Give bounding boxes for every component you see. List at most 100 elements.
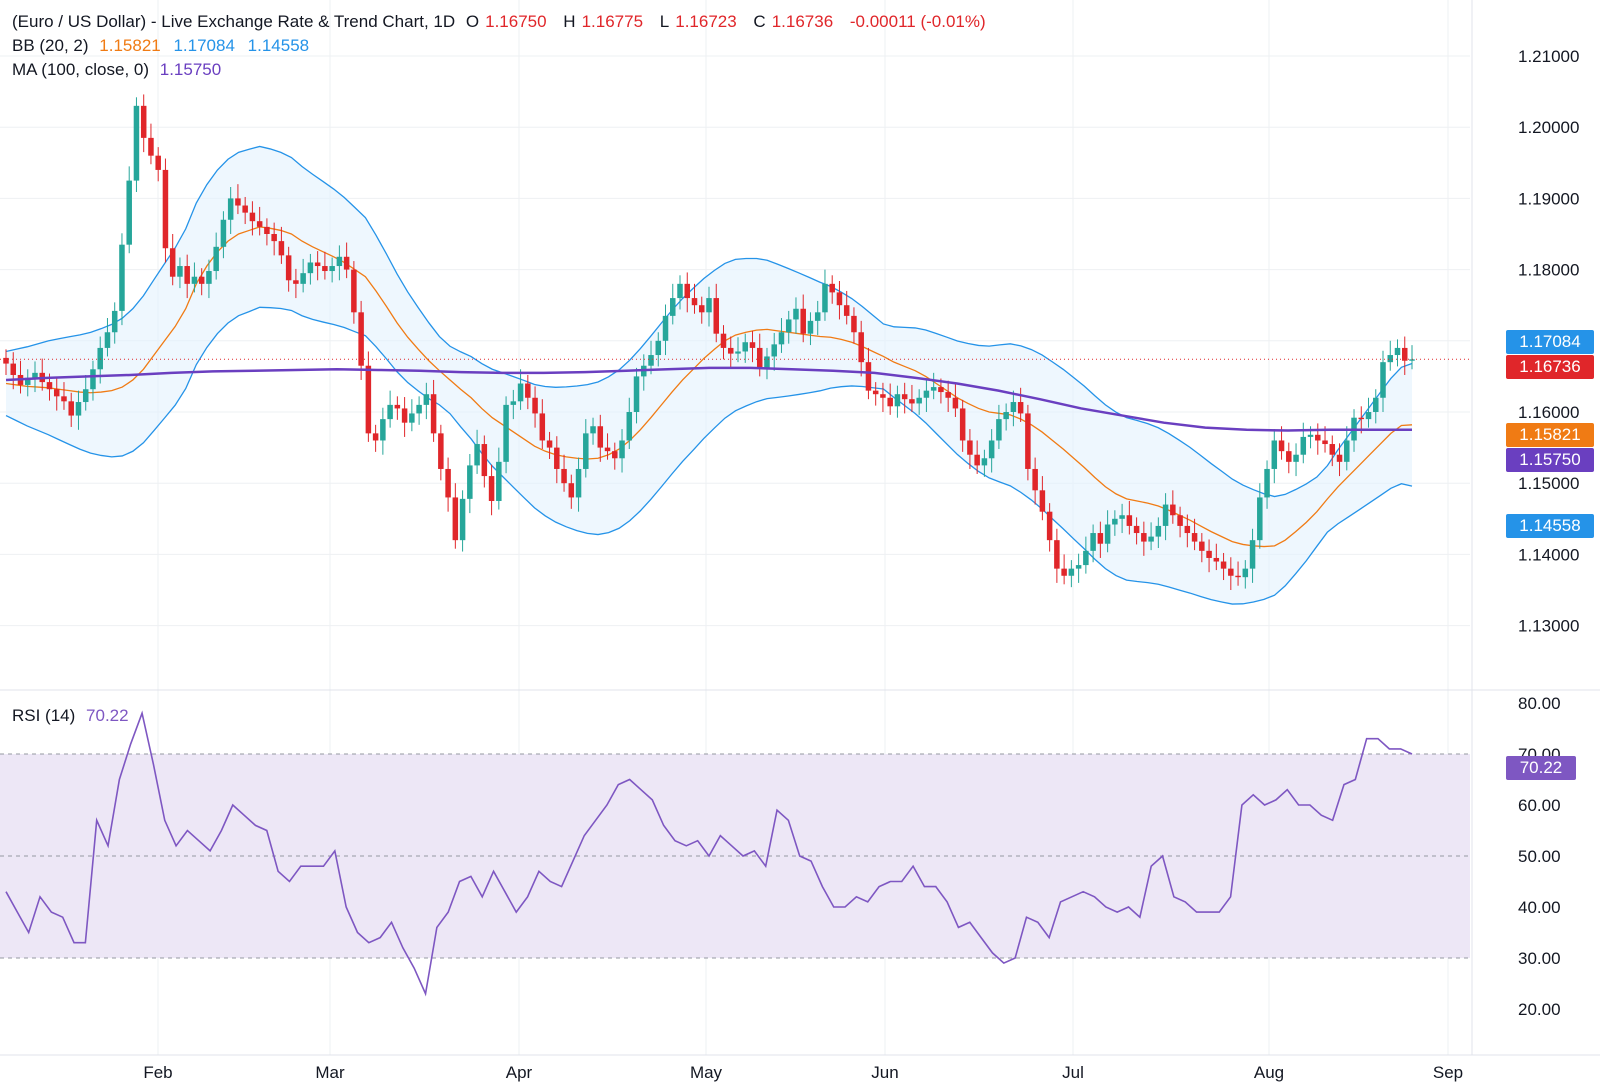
price-tag-bb-basis: 1.15821 bbox=[1506, 423, 1594, 447]
candle-body bbox=[206, 271, 212, 284]
candle-body bbox=[793, 308, 799, 320]
rsi-label: RSI (14) bbox=[12, 706, 76, 725]
time-tick-label: May bbox=[690, 1063, 723, 1082]
candle-body bbox=[314, 262, 321, 267]
candle-body bbox=[82, 389, 89, 403]
bb-upper-line bbox=[5, 145, 1413, 498]
candle-body bbox=[539, 413, 546, 441]
candle-body bbox=[126, 180, 132, 245]
candle-body bbox=[626, 412, 633, 441]
candle-body bbox=[648, 355, 654, 366]
candle-body bbox=[488, 476, 495, 501]
price-tag-ma: 1.15750 bbox=[1506, 448, 1594, 472]
candle-body bbox=[1162, 504, 1169, 526]
candle-body bbox=[554, 447, 560, 469]
candle-body bbox=[1235, 575, 1241, 578]
price-tick-label: 1.16000 bbox=[1518, 403, 1579, 422]
legend-bollinger: BB (20, 2) 1.15821 1.17084 1.14558 bbox=[12, 36, 317, 56]
candle-body bbox=[162, 169, 169, 249]
legend-rsi: RSI (14) 70.22 bbox=[12, 706, 137, 726]
candle-body bbox=[380, 419, 386, 441]
candle-body bbox=[662, 315, 669, 341]
candle-body bbox=[988, 440, 995, 459]
candle-body bbox=[1003, 412, 1009, 420]
time-tick-label: Sep bbox=[1433, 1063, 1463, 1082]
chart-title: (Euro / US Dollar) - Live Exchange Rate … bbox=[12, 12, 456, 31]
bb-label: BB (20, 2) bbox=[12, 36, 89, 55]
price-tag-bb-lower: 1.14558 bbox=[1506, 514, 1594, 538]
candle-body bbox=[945, 392, 951, 398]
bb-basis-value: 1.15821 bbox=[99, 36, 161, 55]
candle-body bbox=[97, 347, 103, 370]
candle-body bbox=[119, 244, 125, 311]
candle-body bbox=[532, 397, 538, 414]
candle-body bbox=[713, 298, 720, 334]
candle-body bbox=[561, 468, 567, 484]
candle-body bbox=[742, 342, 748, 352]
candle-body bbox=[764, 356, 770, 368]
candle-body bbox=[822, 283, 828, 313]
candle-body bbox=[1249, 540, 1256, 569]
ma-line bbox=[5, 366, 1412, 432]
candle-body bbox=[198, 276, 205, 284]
candle-body bbox=[285, 255, 292, 281]
candle-body bbox=[68, 401, 74, 416]
candle-body bbox=[322, 266, 328, 272]
legend-ma: MA (100, close, 0) 1.15750 bbox=[12, 60, 229, 80]
candle-body bbox=[1373, 397, 1379, 412]
price-tick-label: 1.21000 bbox=[1518, 47, 1579, 66]
candle-body bbox=[756, 347, 763, 368]
candle-body bbox=[785, 319, 792, 333]
candle-body bbox=[894, 394, 901, 407]
candle-body bbox=[343, 256, 350, 270]
candle-body bbox=[829, 283, 835, 293]
rsi-tick-label: 40.00 bbox=[1518, 898, 1561, 917]
candle-body bbox=[329, 266, 335, 272]
candle-body bbox=[1315, 434, 1321, 441]
candle-body bbox=[242, 205, 248, 213]
candle-body bbox=[1409, 359, 1415, 361]
candle-body bbox=[583, 433, 589, 469]
candle-body bbox=[1017, 402, 1024, 414]
candle-body bbox=[307, 262, 314, 274]
candle-body bbox=[858, 332, 864, 363]
candle-body bbox=[416, 404, 422, 414]
candle-body bbox=[1199, 541, 1205, 551]
candle-body bbox=[133, 105, 140, 181]
candle-body bbox=[467, 465, 473, 499]
time-tick-label: Aug bbox=[1254, 1063, 1284, 1082]
candle-body bbox=[952, 397, 959, 409]
candle-body bbox=[46, 382, 53, 390]
candle-body bbox=[358, 312, 364, 366]
candle-body bbox=[1075, 565, 1082, 569]
candle-body bbox=[1184, 525, 1191, 534]
candle-body bbox=[590, 426, 596, 434]
candle-body bbox=[872, 390, 879, 395]
candle-body bbox=[336, 256, 343, 267]
candle-body bbox=[851, 315, 857, 333]
price-tick-label: 1.19000 bbox=[1518, 189, 1579, 208]
candle-body bbox=[959, 408, 966, 441]
candlestick-series bbox=[3, 94, 1415, 590]
time-tick-label: Apr bbox=[506, 1063, 533, 1082]
candle-body bbox=[1365, 412, 1372, 420]
candle-body bbox=[546, 440, 553, 448]
candle-body bbox=[1133, 525, 1140, 534]
candle-body bbox=[445, 468, 451, 498]
candle-body bbox=[843, 305, 850, 316]
candle-body bbox=[684, 283, 691, 299]
candle-body bbox=[807, 320, 814, 334]
candle-body bbox=[155, 155, 161, 170]
candle-body bbox=[597, 426, 604, 448]
candle-body bbox=[1228, 568, 1234, 576]
candle-body bbox=[1286, 451, 1292, 462]
candle-body bbox=[612, 451, 618, 459]
price-tag-last: 1.16736 bbox=[1506, 355, 1594, 379]
candle-body bbox=[1141, 533, 1147, 542]
candle-body bbox=[1148, 536, 1154, 542]
candle-body bbox=[1046, 511, 1053, 541]
bb-fill bbox=[6, 146, 1412, 605]
candle-body bbox=[517, 383, 524, 402]
